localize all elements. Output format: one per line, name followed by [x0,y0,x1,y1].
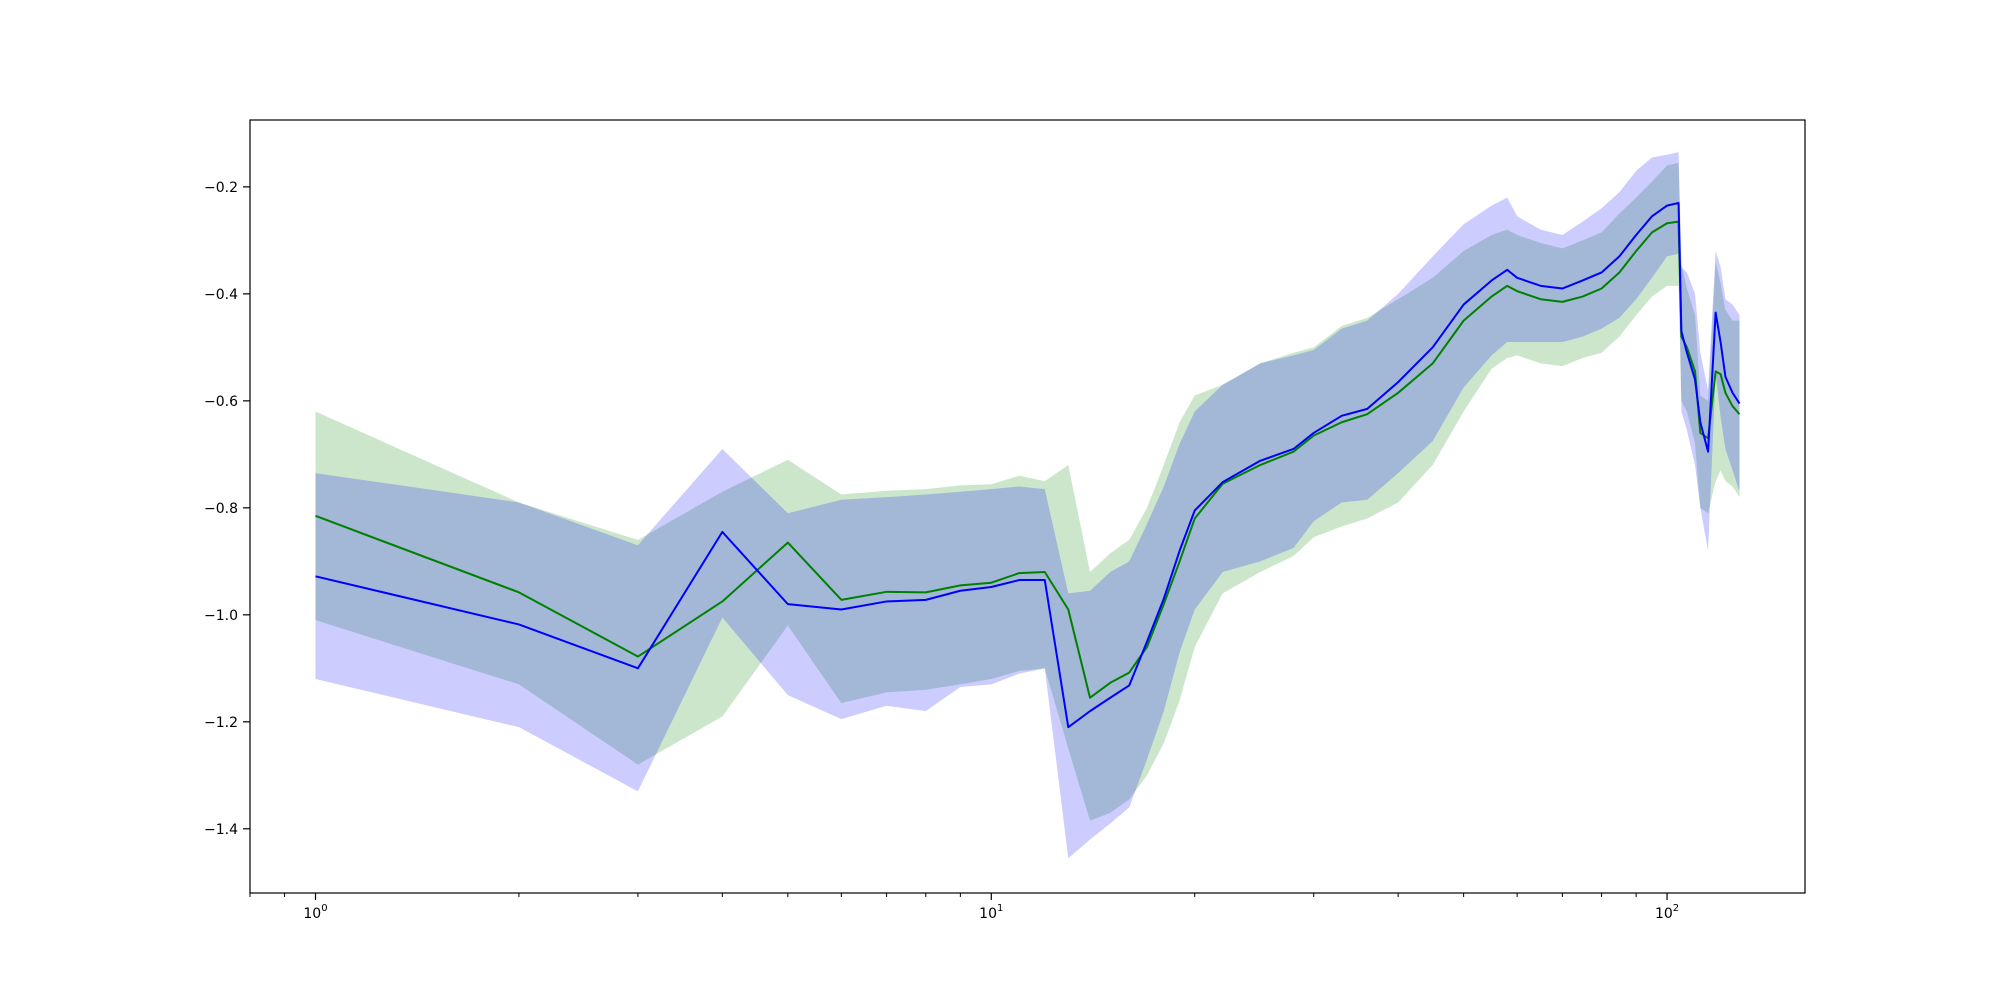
x-tick-label: 100 [303,903,327,922]
band-series-2 [315,152,1740,859]
band-series-1 [315,162,1740,821]
confidence-bands [315,152,1740,859]
y-tick-label: −0.4 [204,287,238,303]
x-tick-label: 101 [979,903,1003,922]
y-axis: −0.2 −0.4 −0.6 −0.8 −1.0 −1.2 −1.4 [204,180,250,838]
y-tick-label: −1.4 [204,822,238,838]
series-lines [315,201,1741,729]
y-tick-label: −0.8 [204,501,238,517]
y-tick-label: −1.0 [204,608,238,624]
x-tick-label: 102 [1655,903,1679,922]
y-tick-label: −0.2 [204,180,238,196]
line-series-2 [315,201,1741,729]
y-tick-label: −0.6 [204,394,238,410]
x-axis: 100 101 102 [249,893,1679,922]
plot-frame [249,119,1806,894]
y-tick-label: −1.2 [204,715,238,731]
